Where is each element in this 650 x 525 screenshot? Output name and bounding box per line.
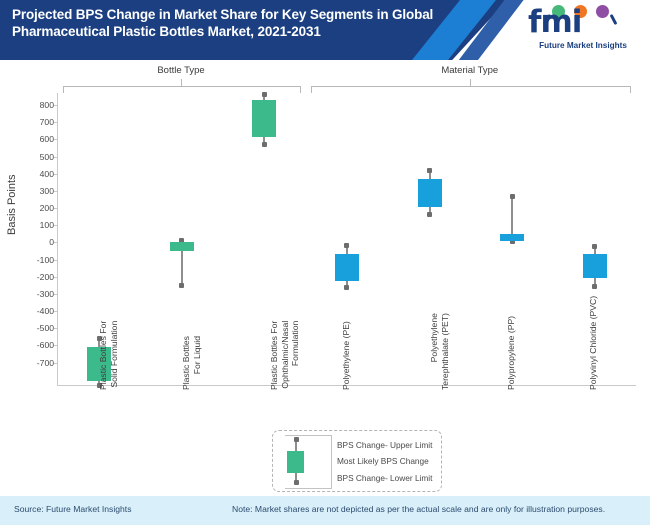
legend-bracket [285,435,332,489]
chart-series-marker [58,93,141,388]
y-axis-tick-mark [54,328,58,330]
chart-legend: BPS Change- Upper Limit Most Likely BPS … [272,430,442,492]
chart-series-marker [553,93,636,385]
upper-limit-cap [509,193,515,199]
logo-bubble-purple-icon [596,5,609,18]
y-axis-title: Basis Points [6,174,18,235]
most-likely-bps-box [252,99,277,137]
y-axis-tick-mark [54,173,58,175]
y-axis-tick-mark [54,362,58,364]
x-axis-tick-label: Plastic Bottles For Solid Formulation [98,320,119,390]
legend-box-icon [287,451,304,473]
y-axis-tick-mark [54,276,58,278]
lower-limit-cap [261,142,267,148]
y-axis-tick-label: -600 [36,340,54,351]
upper-limit-cap [592,244,598,250]
most-likely-bps-box [334,253,359,282]
chart-plot-area: Basis Points 800 700 600 500 400 300 200 100 0 -1… [0,60,650,495]
y-axis-tick-label: -100 [36,254,54,265]
whisker-line [180,240,183,286]
upper-limit-cap [344,243,350,249]
logo-bubble-green-icon [552,5,565,18]
y-axis-tick-label: 100 [39,220,54,231]
y-axis-tick-label: 300 [39,185,54,196]
most-likely-bps-box [500,233,525,241]
lower-limit-cap [592,283,598,289]
chart-series-marker [306,93,389,385]
most-likely-bps-box [582,253,607,278]
y-axis-tick-mark [54,208,58,210]
y-axis-tick-mark [54,259,58,261]
lower-limit-cap [509,239,515,245]
logo-tagline: Future Market Insights [539,41,627,50]
y-axis-tick-label: -200 [36,271,54,282]
x-axis-tick-label: Polyethylene (PE) [340,321,351,390]
logo-bubble-orange-icon [574,5,587,18]
lower-limit-cap [179,282,185,288]
y-axis-tick-label: -500 [36,323,54,334]
y-axis-tick-label: 800 [39,100,54,111]
y-axis-tick-mark [54,242,58,244]
x-axis-tick-label: Polyvinyl Chloride (PVC) [588,295,599,390]
y-axis-tick-label: -700 [36,357,54,368]
x-axis-tick-label: Plastic Bottles For Ophthalmic/Nasal For… [268,320,300,390]
whisker-line [511,196,514,242]
lower-limit-cap [344,284,350,290]
logo-wordmark: fmi [528,4,582,40]
logo-arm-right-icon [609,13,618,26]
x-axis-tick-label: Polyethylene Terephthalate (PET) [428,313,450,390]
y-axis-tick-mark [54,345,58,347]
y-axis-tick-mark [54,293,58,295]
y-axis-tick-label: 700 [39,117,54,128]
most-likely-bps-box [87,347,112,381]
legend-label-lower: BPS Change- Lower Limit [337,473,433,483]
x-axis-tick-label: Polypropylene (PP) [505,315,516,390]
y-axis-tick-mark [54,139,58,141]
legend-lower-cap-icon [293,480,299,485]
group-bracket-tick [180,79,182,86]
chart-footer: Source: Future Market Insights Note: Mar… [0,496,650,525]
most-likely-bps-box [169,242,194,251]
y-axis-tick-mark [54,225,58,227]
legend-upper-cap-icon [293,437,299,442]
lower-limit-cap [96,382,102,388]
y-axis-tick-label: 200 [39,203,54,214]
upper-limit-cap [96,336,102,342]
chart-series-marker [388,93,471,385]
y-axis-tick-label: 500 [39,151,54,162]
chart-series-marker [141,93,224,385]
page-title: Projected BPS Change in Market Share for… [12,7,434,39]
y-axis-tick-mark [54,190,58,192]
most-likely-bps-box [417,178,442,208]
lower-limit-cap [427,212,433,218]
y-axis-tick-mark [54,122,58,124]
chart-header-banner: Projected BPS Change in Market Share for… [0,0,650,60]
y-axis-tick-label: -400 [36,306,54,317]
y-axis-tick-label: 600 [39,134,54,145]
y-axis-tick-mark [54,156,58,158]
y-axis-tick-mark [54,105,58,107]
upper-limit-cap [261,92,267,98]
upper-limit-cap [179,238,185,244]
upper-limit-cap [427,167,433,173]
x-axis-tick-label: Plastic Bottles For Liquid [180,336,202,390]
footer-note: Note: Market shares are not depicted as … [232,504,606,514]
group-label: Material Type [441,65,499,76]
chart-series-marker [223,92,306,385]
group-bracket-tick [469,79,471,86]
legend-label-upper: BPS Change- Upper Limit [337,440,433,450]
chart-axes: 800 700 600 500 400 300 200 100 0 -100 -200 -300 -40… [37,92,636,388]
group-label: Bottle Type [157,65,205,76]
group-bracket [310,86,631,93]
y-axis-tick-label: 400 [39,168,54,179]
group-bracket [63,86,301,93]
y-axis-tick-label: 0 [49,237,54,248]
footer-source: Source: Future Market Insights [14,504,132,514]
legend-label-middle: Most Likely BPS Change [337,456,429,466]
chart-series-marker [471,93,554,385]
y-axis-tick-mark [54,311,58,313]
fmi-logo: fmi Future Market Insights [522,5,640,55]
y-axis-tick-label: -300 [36,288,54,299]
